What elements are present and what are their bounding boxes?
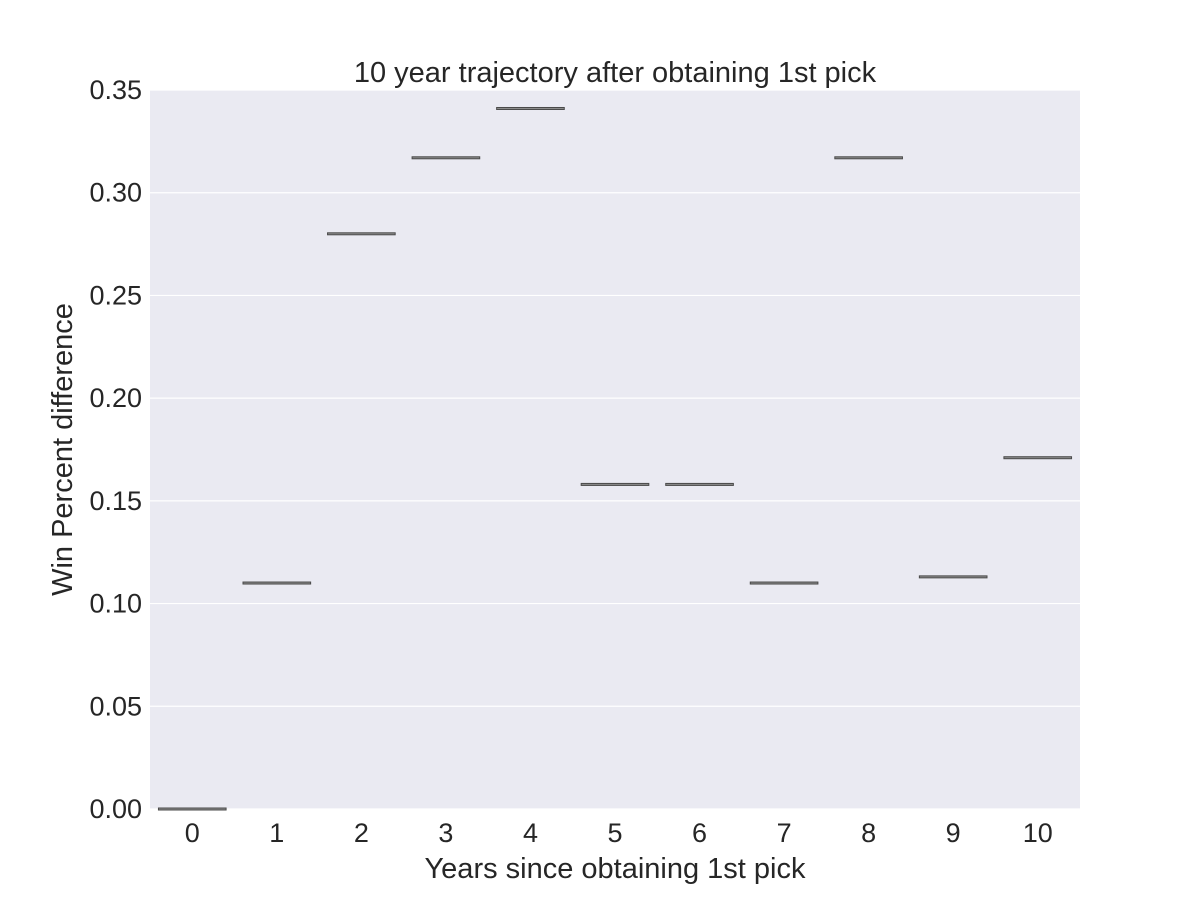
box-9 bbox=[918, 575, 988, 579]
box-8 bbox=[834, 156, 903, 160]
box-0 bbox=[157, 807, 227, 811]
box-median-line bbox=[157, 807, 227, 811]
box-median-line bbox=[327, 232, 396, 236]
y-tick-label: 0.35 bbox=[89, 75, 142, 105]
x-tick-label: 6 bbox=[692, 818, 707, 848]
y-tick-label: 0.15 bbox=[89, 486, 142, 516]
x-tick-label: 8 bbox=[861, 818, 876, 848]
y-axis-ticks: 0.00 0.05 0.10 0.15 0.20 0.25 0.30 0.35 bbox=[89, 75, 142, 824]
x-tick-label: 0 bbox=[185, 818, 200, 848]
box-7 bbox=[749, 581, 819, 585]
x-tick-label: 10 bbox=[1023, 818, 1053, 848]
box-10 bbox=[1003, 456, 1073, 460]
box-2 bbox=[327, 232, 396, 236]
box-3 bbox=[411, 156, 481, 160]
box-5 bbox=[580, 482, 650, 486]
x-tick-label: 7 bbox=[777, 818, 792, 848]
box-median-line bbox=[411, 156, 481, 160]
box-median-line bbox=[242, 581, 312, 585]
plot-area bbox=[150, 90, 1080, 809]
box-median-line bbox=[749, 581, 819, 585]
box-4 bbox=[496, 106, 565, 110]
box-median-line bbox=[1003, 456, 1073, 460]
box-marks bbox=[157, 106, 1073, 811]
y-tick-label: 0.05 bbox=[89, 691, 142, 721]
gridlines bbox=[150, 89, 1080, 810]
x-axis-ticks: 0 1 2 3 4 5 6 7 8 9 10 bbox=[185, 818, 1053, 848]
x-axis-title: Years since obtaining 1st pick bbox=[425, 853, 806, 885]
box-median-line bbox=[580, 482, 650, 486]
x-tick-label: 9 bbox=[946, 818, 961, 848]
box-median-line bbox=[496, 106, 565, 110]
y-axis-title: Win Percent difference bbox=[47, 303, 79, 596]
chart-title: 10 year trajectory after obtaining 1st p… bbox=[354, 57, 877, 89]
box-median-line bbox=[834, 156, 903, 160]
box-6 bbox=[665, 482, 734, 486]
box-median-line bbox=[918, 575, 988, 579]
box-median-line bbox=[665, 482, 734, 486]
y-tick-label: 0.25 bbox=[89, 280, 142, 310]
x-tick-label: 4 bbox=[523, 818, 538, 848]
y-tick-label: 0.20 bbox=[89, 383, 142, 413]
y-tick-label: 0.10 bbox=[89, 589, 142, 619]
x-tick-label: 1 bbox=[269, 818, 284, 848]
x-tick-label: 3 bbox=[438, 818, 453, 848]
box-1 bbox=[242, 581, 312, 585]
y-tick-label: 0.00 bbox=[89, 794, 142, 824]
y-tick-label: 0.30 bbox=[89, 178, 142, 208]
x-tick-label: 5 bbox=[607, 818, 622, 848]
x-tick-label: 2 bbox=[354, 818, 369, 848]
